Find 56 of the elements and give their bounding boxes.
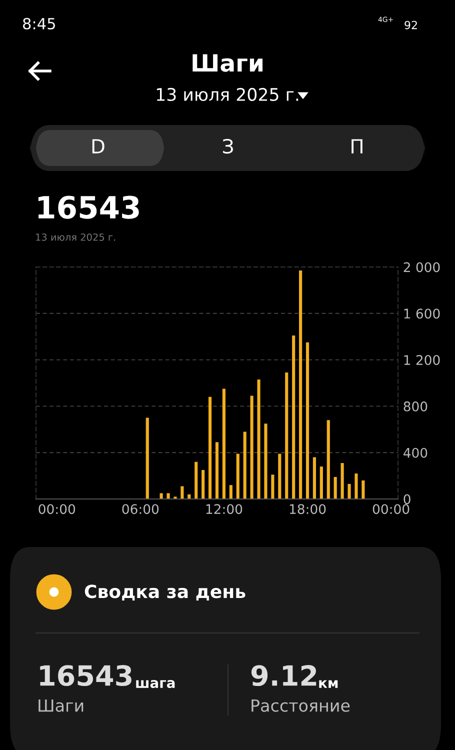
bar <box>312 457 316 499</box>
bar <box>257 380 260 499</box>
bar <box>222 388 226 499</box>
bar <box>208 396 212 499</box>
text: Расстояние <box>252 699 350 712</box>
chart-title: Шаги <box>192 54 263 72</box>
bar <box>285 372 288 499</box>
x-tick-label: 12:00 <box>206 504 242 514</box>
bar <box>194 462 198 499</box>
bar <box>166 493 170 499</box>
bar <box>264 424 268 499</box>
bar <box>354 473 358 499</box>
bar <box>278 454 282 499</box>
x-tick-label: 06:00 <box>122 504 159 514</box>
bar <box>326 420 330 499</box>
text: 92 <box>404 20 417 30</box>
text: шага <box>136 680 175 688</box>
bar <box>271 474 274 499</box>
text: км <box>319 680 338 688</box>
text: D <box>92 139 104 154</box>
bar <box>306 342 310 499</box>
text: З <box>223 138 233 154</box>
y-tick-label: 1 600 <box>404 308 440 319</box>
bar <box>250 396 254 499</box>
bar <box>236 454 240 499</box>
x-tick-label: 18:00 <box>290 504 326 514</box>
text: Шаги <box>38 699 84 712</box>
bar <box>320 466 323 499</box>
text: Сводка за день <box>84 584 246 600</box>
bar <box>202 470 205 499</box>
bar <box>180 486 184 499</box>
text: П <box>352 139 362 154</box>
chart-subtitle: 13 июля 2025 г. <box>156 88 298 102</box>
x-tick-label: 00:00 <box>38 504 76 514</box>
bar <box>229 485 232 499</box>
bar <box>292 335 296 499</box>
bar <box>160 493 163 499</box>
bar <box>146 418 149 499</box>
bar <box>334 476 337 499</box>
x-tick-label: 00:00 <box>372 504 410 514</box>
y-tick-label: 2 000 <box>404 262 440 272</box>
text: 16543 <box>38 196 139 219</box>
y-tick-label: 1 200 <box>404 355 440 365</box>
y-tick-label: 800 <box>404 401 428 412</box>
y-tick-label: 0 <box>404 494 410 504</box>
bar <box>362 480 365 499</box>
bar <box>215 442 219 499</box>
bar <box>340 463 344 499</box>
bar <box>299 270 302 499</box>
text: 13 июля 2025 г. <box>36 233 116 241</box>
y-tick-label: 400 <box>404 448 428 458</box>
text: 8:45 <box>23 18 55 30</box>
bar <box>348 484 351 499</box>
bar <box>243 432 246 499</box>
text: 16543 <box>40 665 132 686</box>
text: 9.12 <box>251 665 316 686</box>
